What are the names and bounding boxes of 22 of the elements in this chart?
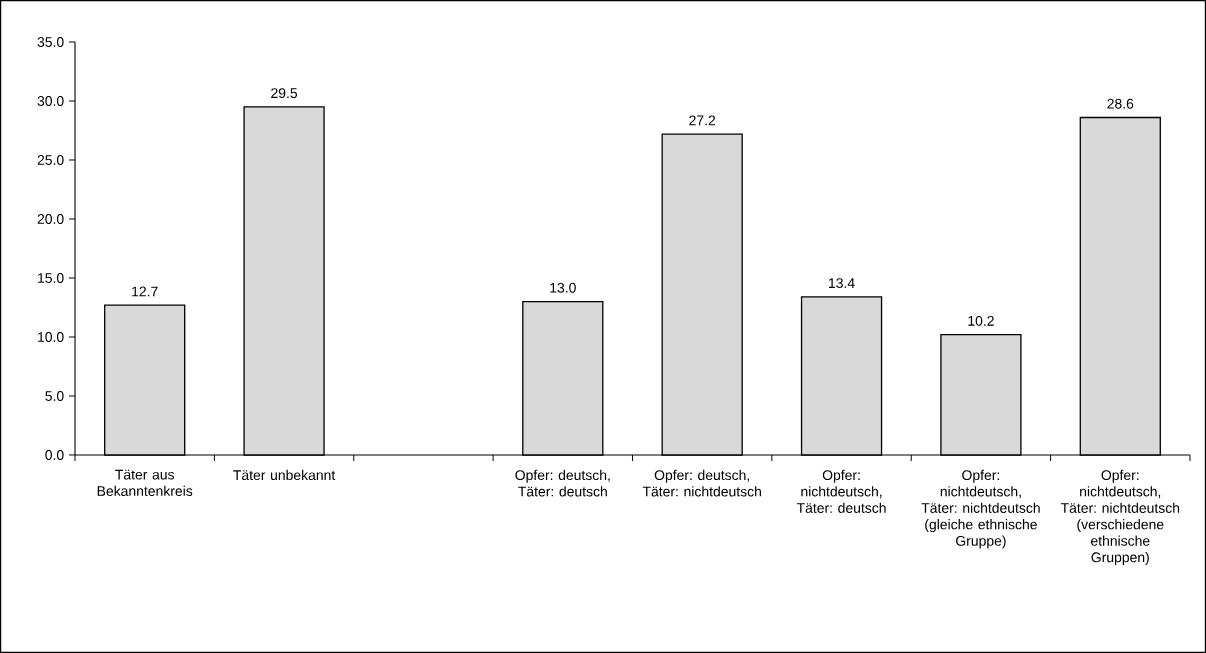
data-label: 27.2 <box>689 115 716 126</box>
data-label: 28.6 <box>1107 98 1134 109</box>
x-tick-label: Täter aus Bekanntenkreis <box>97 469 193 496</box>
y-tick-label: 10.0 <box>38 332 64 342</box>
y-tick-label: 35.0 <box>37 37 64 47</box>
y-tick-label: 15.0 <box>38 273 64 283</box>
x-tick-label: Täter unbekannt <box>233 469 336 481</box>
data-label: 12.7 <box>132 286 158 297</box>
data-label: 13.0 <box>550 282 576 293</box>
data-label: 13.4 <box>829 278 855 289</box>
y-tick-label: 5.0 <box>45 391 64 401</box>
x-tick-label: Opfer: nichtdeutsch, Täter: nichtdeutsch (gleiche ethnische Gruppe) <box>921 469 1040 549</box>
y-tick-label: 30.0 <box>37 96 64 106</box>
data-label: 29.5 <box>271 88 298 99</box>
x-tick-label: Opfer: deutsch, Täter: deutsch <box>515 469 610 497</box>
x-tick-label: Opfer: nichtdeutsch, Täter: nichtdeutsch (verschiedene ethnische Gruppen) <box>1060 469 1180 565</box>
y-tick-label: 0.0 <box>45 450 64 460</box>
y-tick-label: 25.0 <box>37 155 64 165</box>
x-tick-label: Opfer: deutsch, Täter: nichtdeutsch <box>642 469 761 497</box>
x-tick-label: Opfer: nichtdeutsch, Täter: deutsch <box>796 469 886 513</box>
y-tick-label: 20.0 <box>37 214 64 224</box>
data-label: 10.2 <box>968 315 994 326</box>
